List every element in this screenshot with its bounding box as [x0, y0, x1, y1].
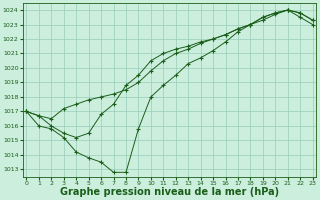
X-axis label: Graphe pression niveau de la mer (hPa): Graphe pression niveau de la mer (hPa) [60, 187, 279, 197]
